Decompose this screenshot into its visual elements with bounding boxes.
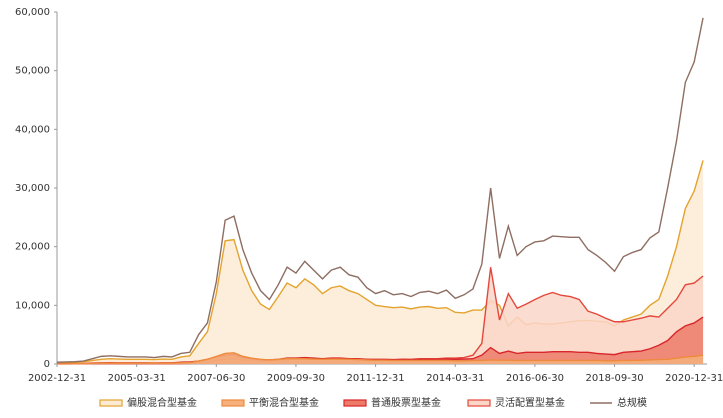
x-tick-label: 2007-06-30 [187, 373, 245, 384]
legend-swatch [99, 399, 123, 407]
legend-label: 平衡混合型基金 [249, 396, 319, 409]
x-tick-label: 2002-12-31 [28, 373, 86, 384]
x-tick-label: 2009-09-30 [267, 373, 325, 384]
legend-swatch [343, 399, 367, 407]
y-tick-label: 0 [44, 359, 50, 370]
legend-label: 普通股票型基金 [371, 396, 441, 409]
y-tick-label: 60,000 [15, 7, 50, 18]
y-tick-label: 40,000 [15, 124, 50, 135]
line [56, 17, 704, 363]
area [57, 160, 704, 364]
x-tick-label: 2016-06-30 [506, 373, 564, 384]
y-tick-label: 10,000 [15, 300, 50, 311]
legend-label: 灵活配置型基金 [495, 396, 565, 409]
x-tick-label: 2011-12-31 [347, 373, 405, 384]
x-tick-label: 2018-09-30 [585, 373, 643, 384]
x-tick-label: 2005-03-31 [108, 373, 166, 384]
y-tick-label: 50,000 [15, 66, 50, 77]
y-tick-label: 30,000 [15, 183, 50, 194]
legend-label: 总规模 [617, 396, 647, 409]
x-tick-label: 2014-03-31 [426, 373, 484, 384]
y-tick-label: 20,000 [15, 242, 50, 253]
legend-label: 偏股混合型基金 [127, 396, 197, 409]
line [56, 352, 704, 365]
legend-swatch [467, 399, 491, 407]
legend-swatch [221, 399, 245, 407]
area [57, 267, 704, 364]
x-tick-label: 2020-12-31 [665, 373, 723, 384]
